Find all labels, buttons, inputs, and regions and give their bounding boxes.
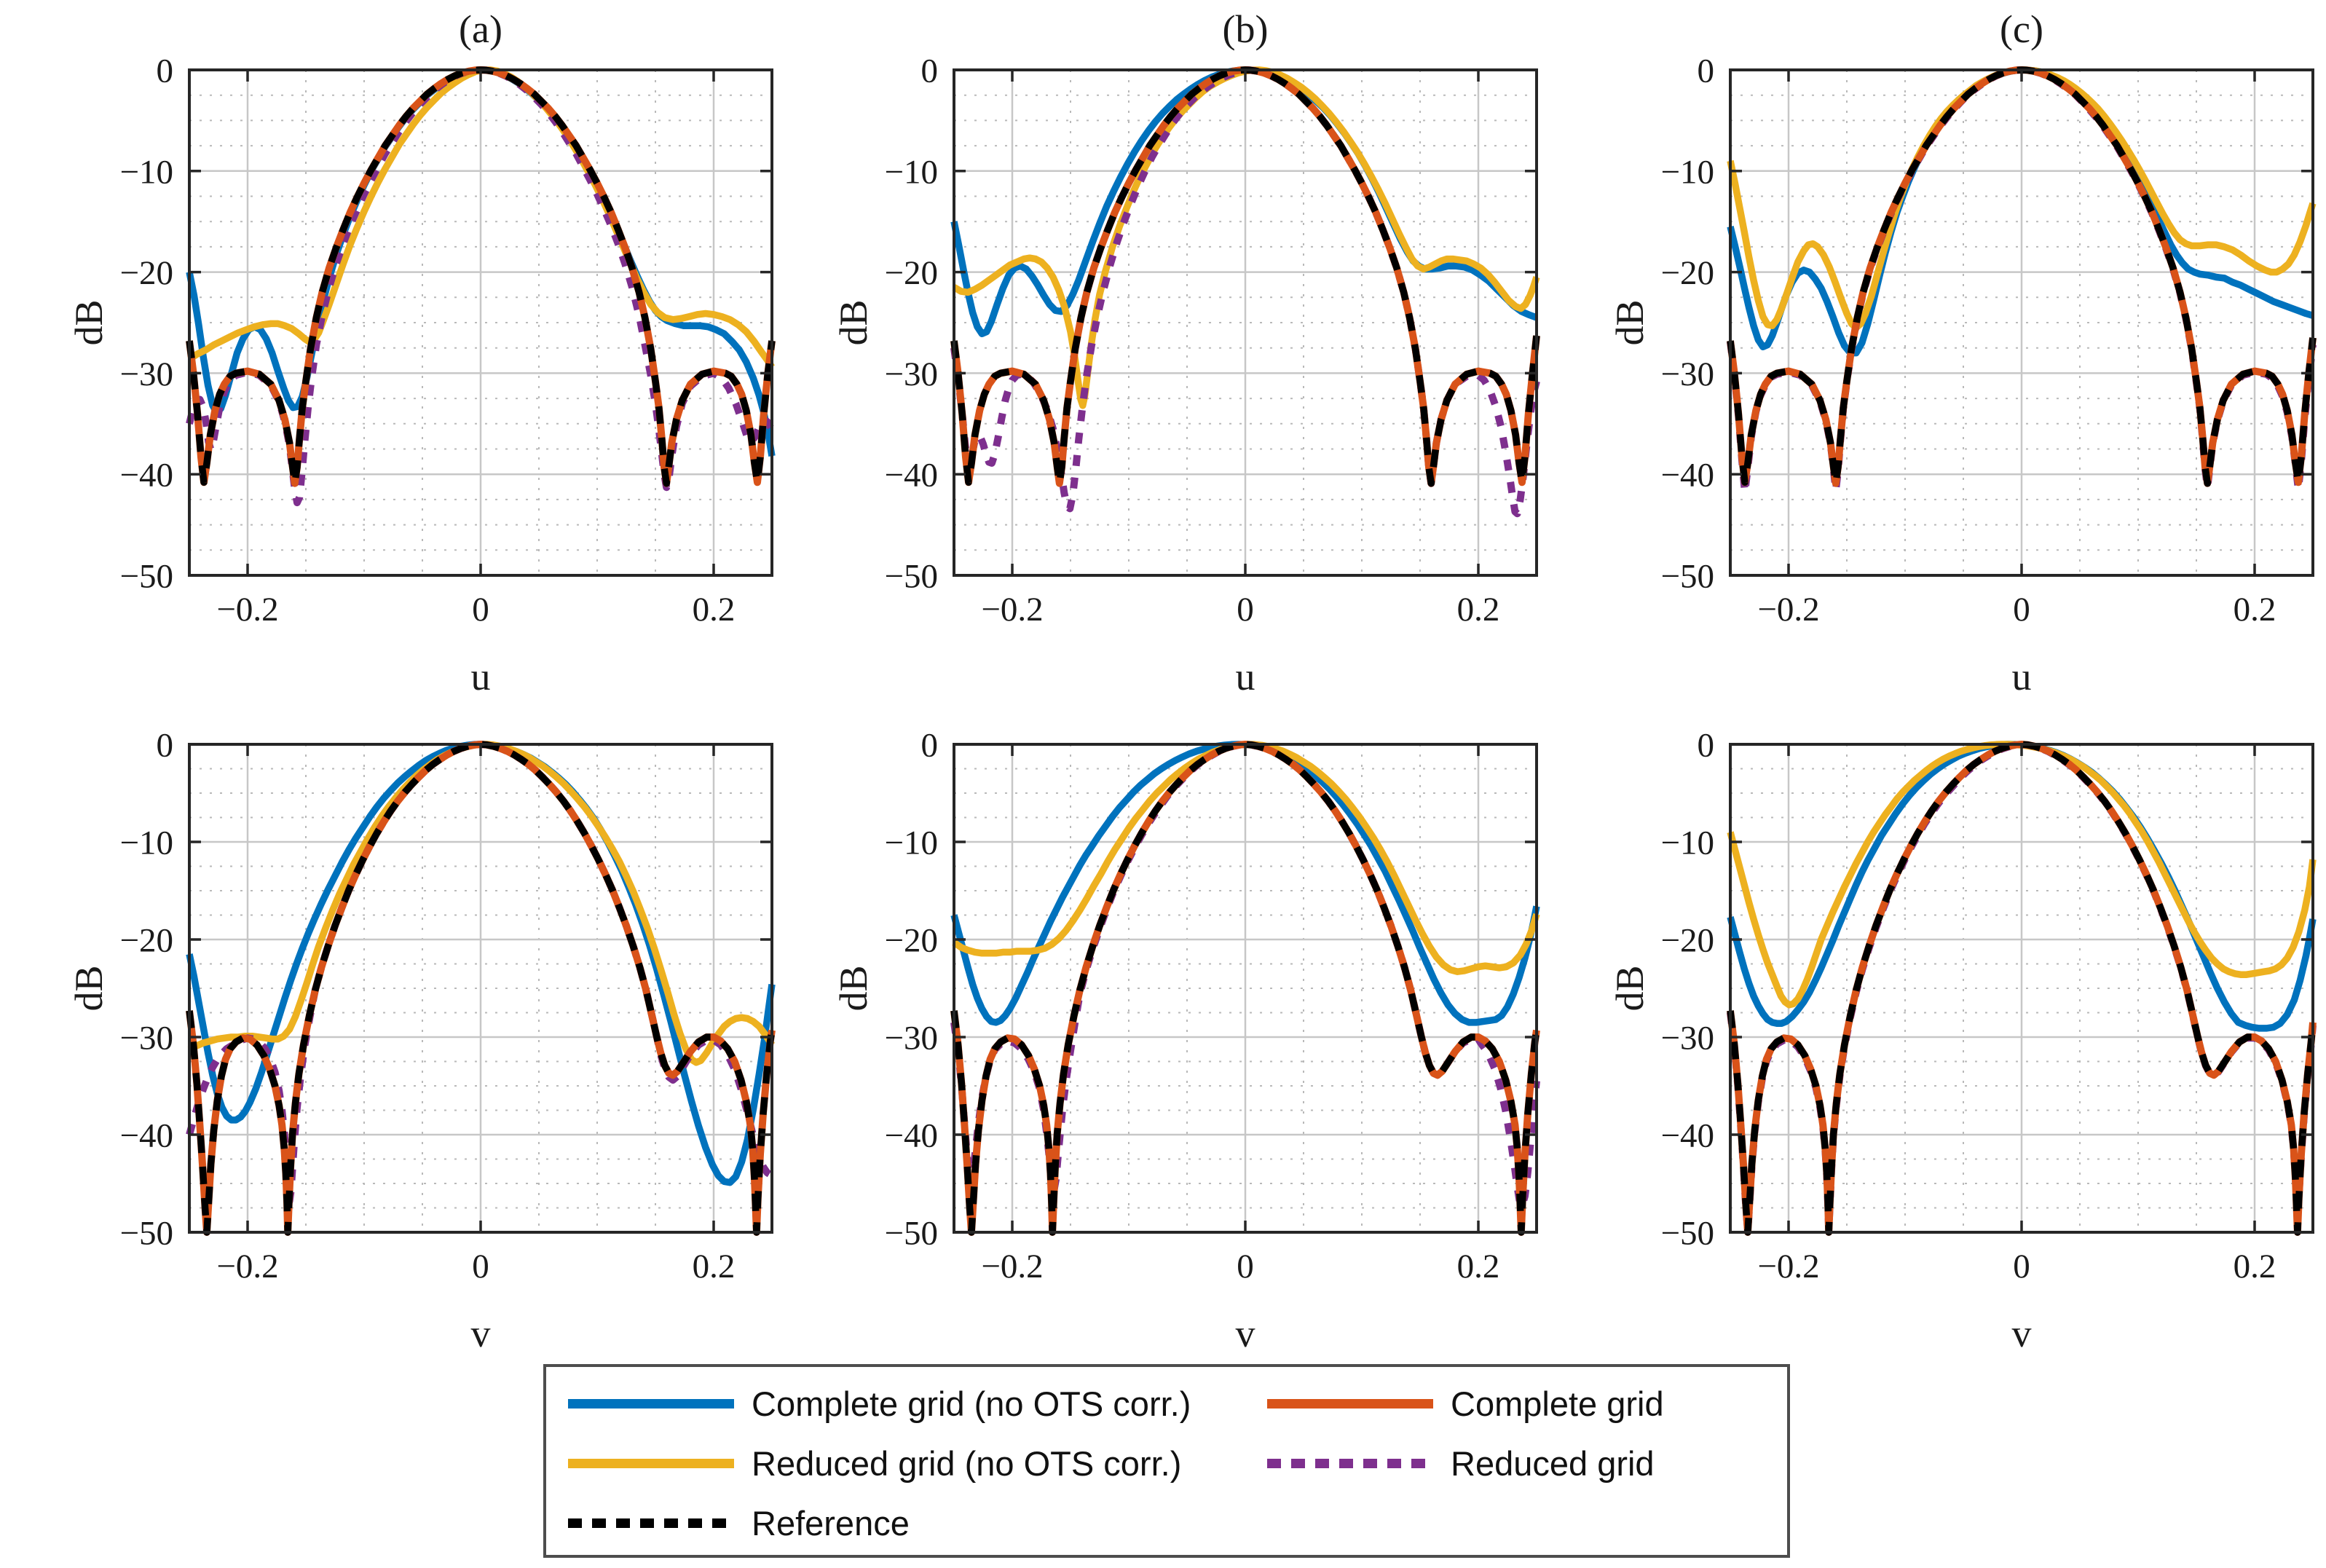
- svg-text:0.2: 0.2: [1457, 1248, 1500, 1285]
- legend-label: Complete grid: [1451, 1384, 1664, 1423]
- subplot-c-u-cut: (c) −0.2 0 0.2 0 −10 −20 −30 −40 −50 dB u: [1608, 7, 2317, 698]
- legend-label: Reduced grid (no OTS corr.): [752, 1443, 1182, 1483]
- plot-area: −0.2 0 0.2 0 −10 −20 −30 −40 −50: [119, 726, 776, 1285]
- svg-text:−20: −20: [1660, 921, 1714, 959]
- svg-text:0: 0: [1698, 52, 1715, 90]
- svg-text:−30: −30: [1660, 1019, 1714, 1057]
- legend-label: Reference: [752, 1503, 910, 1543]
- svg-text:−30: −30: [1660, 355, 1714, 393]
- svg-text:−50: −50: [884, 557, 938, 595]
- y-axis-label: dB: [1608, 965, 1652, 1012]
- plot-area: −0.2 0 0.2 0 −10 −20 −30 −40 −50: [884, 52, 1540, 629]
- subplot-title: (b): [1222, 7, 1269, 51]
- svg-text:−20: −20: [119, 254, 173, 292]
- svg-text:−40: −40: [884, 1116, 938, 1154]
- svg-text:−20: −20: [119, 921, 173, 959]
- svg-text:0: 0: [157, 52, 174, 90]
- svg-text:−40: −40: [1660, 457, 1714, 495]
- svg-text:0: 0: [921, 726, 939, 764]
- svg-text:−0.2: −0.2: [216, 1248, 278, 1285]
- legend-swatch-reduced-no-ots: [568, 1458, 734, 1468]
- svg-text:0: 0: [472, 1248, 489, 1285]
- legend-swatch-complete: [1267, 1398, 1433, 1409]
- svg-text:0.2: 0.2: [2234, 1248, 2276, 1285]
- svg-text:−10: −10: [119, 824, 173, 862]
- legend-item: Complete grid: [1267, 1383, 1664, 1424]
- svg-text:−50: −50: [1660, 1214, 1714, 1252]
- legend-swatch-reference: [568, 1518, 734, 1528]
- svg-text:−50: −50: [884, 1214, 938, 1252]
- svg-text:0: 0: [2013, 1248, 2030, 1285]
- svg-text:−10: −10: [119, 153, 173, 191]
- svg-text:−0.2: −0.2: [1757, 1248, 1819, 1285]
- legend-item: Reduced grid: [1267, 1443, 1655, 1484]
- legend-label: Complete grid (no OTS corr.): [752, 1384, 1191, 1423]
- x-axis-label: v: [470, 1312, 491, 1355]
- svg-text:−10: −10: [884, 824, 938, 862]
- subplot-c-v-cut: −0.2 0 0.2 0 −10 −20 −30 −40 −50 dB v: [1608, 726, 2317, 1355]
- svg-text:0: 0: [472, 591, 489, 629]
- x-axis-label: u: [2011, 655, 2032, 698]
- svg-text:−20: −20: [884, 254, 938, 292]
- subplot-title: (c): [2000, 7, 2043, 51]
- y-axis-label: dB: [1608, 299, 1652, 346]
- svg-text:−10: −10: [1660, 824, 1714, 862]
- plot-area: −0.2 0 0.2 0 −10 −20 −30 −40 −50: [119, 52, 776, 629]
- svg-text:−20: −20: [884, 921, 938, 959]
- legend-swatch-reduced: [1267, 1458, 1433, 1468]
- legend-item: Reduced grid (no OTS corr.): [568, 1443, 1181, 1484]
- svg-text:0.2: 0.2: [693, 591, 736, 629]
- svg-text:−0.2: −0.2: [1757, 591, 1819, 629]
- legend-item: Complete grid (no OTS corr.): [568, 1383, 1191, 1424]
- y-axis-label: dB: [67, 299, 111, 346]
- x-axis-label: u: [470, 655, 491, 698]
- svg-text:0.2: 0.2: [2234, 591, 2276, 629]
- subplot-title: (a): [459, 7, 502, 51]
- y-axis-label: dB: [832, 299, 875, 346]
- legend-label: Reduced grid: [1451, 1443, 1655, 1483]
- svg-text:−40: −40: [1660, 1116, 1714, 1154]
- svg-text:−30: −30: [884, 355, 938, 393]
- svg-text:−0.2: −0.2: [981, 1248, 1043, 1285]
- svg-text:−0.2: −0.2: [216, 591, 278, 629]
- svg-text:0: 0: [1237, 591, 1254, 629]
- svg-text:−40: −40: [884, 457, 938, 495]
- svg-text:−50: −50: [119, 557, 173, 595]
- subplot-a-v-cut: −0.2 0 0.2 0 −10 −20 −30 −40 −50 dB v: [67, 726, 776, 1355]
- subplot-b-v-cut: −0.2 0 0.2 0 −10 −20 −30 −40 −50 dB v: [832, 726, 1540, 1355]
- svg-text:−50: −50: [1660, 557, 1714, 595]
- plot-area: −0.2 0 0.2 0 −10 −20 −30 −40 −50: [1660, 52, 2317, 629]
- svg-text:−10: −10: [1660, 153, 1714, 191]
- svg-text:−40: −40: [119, 457, 173, 495]
- svg-text:−10: −10: [884, 153, 938, 191]
- legend-swatch-complete-no-ots: [568, 1398, 734, 1409]
- svg-text:−20: −20: [1660, 254, 1714, 292]
- plot-area: −0.2 0 0.2 0 −10 −20 −30 −40 −50: [884, 726, 1540, 1285]
- svg-text:−30: −30: [119, 1019, 173, 1057]
- subplot-a-u-cut: (a) −0.2 0 0.2 0 −10 −20 −30 −40 −50 dB u: [67, 7, 776, 698]
- svg-text:0.2: 0.2: [693, 1248, 736, 1285]
- svg-text:0: 0: [157, 726, 174, 764]
- y-axis-label: dB: [832, 965, 875, 1012]
- legend-box: Complete grid (no OTS corr.) Reduced gri…: [543, 1364, 1790, 1558]
- x-axis-label: u: [1235, 655, 1255, 698]
- x-axis-label: v: [1235, 1312, 1255, 1355]
- svg-text:0: 0: [1698, 726, 1715, 764]
- svg-text:0: 0: [1237, 1248, 1254, 1285]
- svg-text:−30: −30: [884, 1019, 938, 1057]
- y-axis-label: dB: [67, 965, 111, 1012]
- subplot-b-u-cut: (b) −0.2 0 0.2 0 −10 −20 −30 −40 −50 dB u: [832, 7, 1540, 698]
- svg-text:−0.2: −0.2: [981, 591, 1043, 629]
- svg-text:−30: −30: [119, 355, 173, 393]
- svg-text:−50: −50: [119, 1214, 173, 1252]
- legend-item: Reference: [568, 1502, 910, 1543]
- svg-text:0: 0: [921, 52, 939, 90]
- svg-text:−40: −40: [119, 1116, 173, 1154]
- svg-text:0.2: 0.2: [1457, 591, 1500, 629]
- x-axis-label: v: [2011, 1312, 2032, 1355]
- plot-area: −0.2 0 0.2 0 −10 −20 −30 −40 −50: [1660, 726, 2317, 1285]
- svg-text:0: 0: [2013, 591, 2030, 629]
